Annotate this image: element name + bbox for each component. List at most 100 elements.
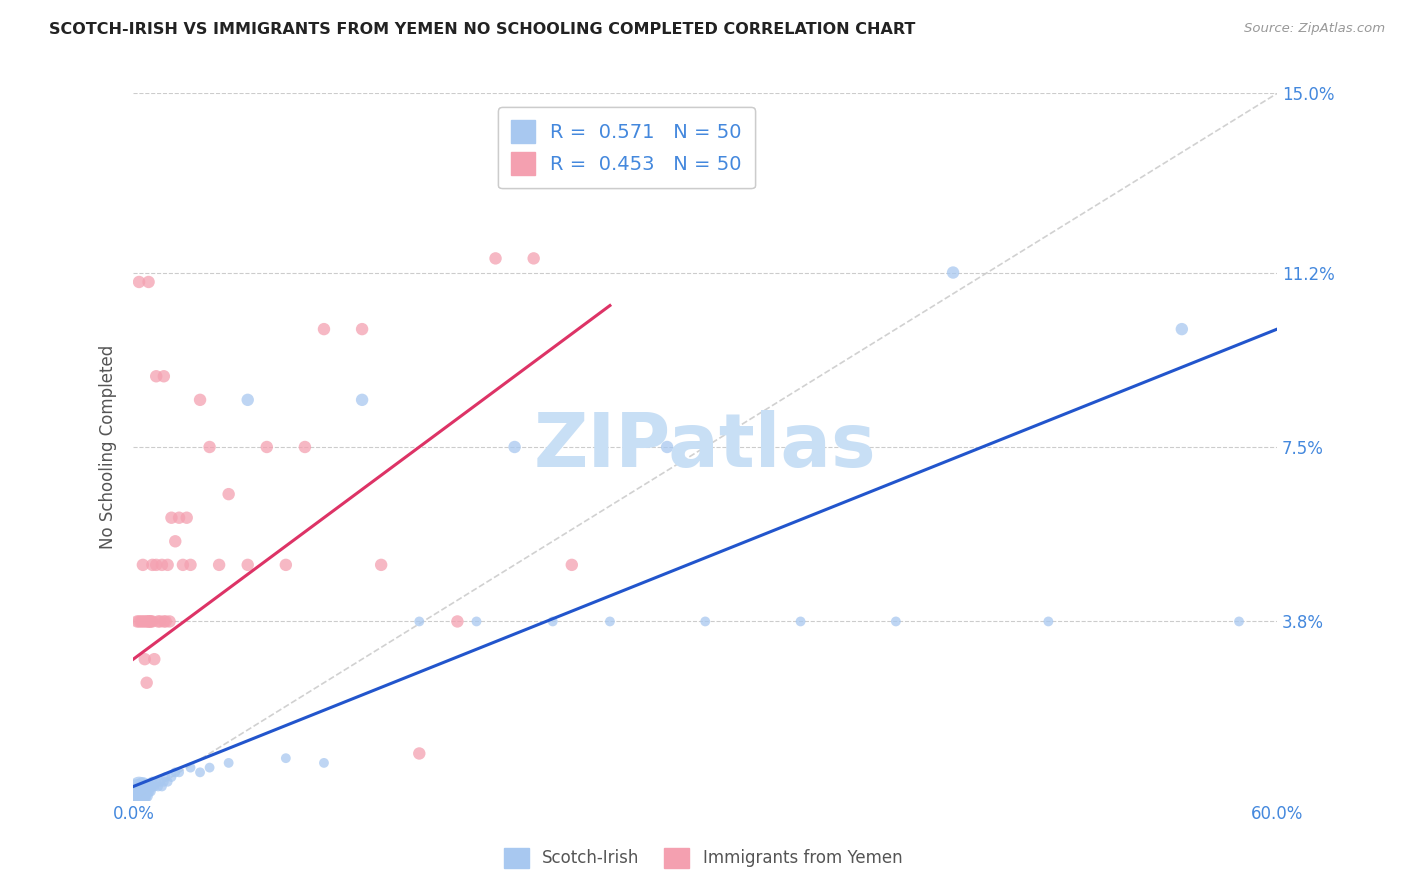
Point <box>132 784 155 798</box>
Point <box>188 765 211 780</box>
Point <box>484 252 506 266</box>
Point <box>153 369 176 384</box>
Point <box>884 615 907 629</box>
Point <box>236 558 259 572</box>
Point <box>156 774 179 789</box>
Point <box>129 789 152 803</box>
Point <box>160 510 183 524</box>
Point <box>180 558 202 572</box>
Point <box>172 558 194 572</box>
Point <box>129 784 152 798</box>
Point <box>180 761 202 775</box>
Point <box>541 615 564 629</box>
Text: SCOTCH-IRISH VS IMMIGRANTS FROM YEMEN NO SCHOOLING COMPLETED CORRELATION CHART: SCOTCH-IRISH VS IMMIGRANTS FROM YEMEN NO… <box>49 22 915 37</box>
Point <box>155 770 177 784</box>
Point <box>127 784 149 798</box>
Point <box>198 440 221 454</box>
Point <box>146 615 169 629</box>
Point <box>134 652 156 666</box>
Point <box>312 322 335 336</box>
Point <box>138 780 160 794</box>
Point <box>138 784 160 798</box>
Point <box>143 652 166 666</box>
Point <box>138 615 160 629</box>
Point <box>156 558 179 572</box>
Point <box>128 615 150 629</box>
Point <box>789 615 811 629</box>
Point <box>149 615 172 629</box>
Point <box>408 747 430 761</box>
Point <box>523 252 546 266</box>
Point <box>599 615 621 629</box>
Text: Source: ZipAtlas.com: Source: ZipAtlas.com <box>1244 22 1385 36</box>
Point <box>145 369 167 384</box>
Point <box>145 558 167 572</box>
Point <box>561 558 583 572</box>
Point <box>139 780 162 794</box>
Point <box>218 756 240 770</box>
Point <box>198 761 221 775</box>
Point <box>145 774 167 789</box>
Point <box>143 780 166 794</box>
Y-axis label: No Schooling Completed: No Schooling Completed <box>100 345 117 549</box>
Point <box>165 534 187 549</box>
Point <box>1227 615 1250 629</box>
Point <box>352 322 374 336</box>
Point <box>135 789 157 803</box>
Point <box>128 275 150 289</box>
Point <box>128 789 150 803</box>
Point <box>294 440 316 454</box>
Point <box>146 780 169 794</box>
Point <box>132 615 155 629</box>
Point <box>236 392 259 407</box>
Point <box>138 615 160 629</box>
Point <box>128 780 150 794</box>
Point <box>695 615 717 629</box>
Point <box>149 774 172 789</box>
Point <box>256 440 278 454</box>
Point <box>165 765 187 780</box>
Point <box>465 615 488 629</box>
Point <box>370 558 392 572</box>
Point <box>655 440 678 454</box>
Point <box>134 615 156 629</box>
Point <box>208 558 231 572</box>
Point <box>150 780 173 794</box>
Point <box>312 756 335 770</box>
Point <box>167 765 190 780</box>
Point <box>153 615 176 629</box>
Point <box>135 675 157 690</box>
Point <box>1171 322 1194 336</box>
Point <box>503 440 526 454</box>
Point <box>167 510 190 524</box>
Point <box>218 487 240 501</box>
Point <box>176 510 198 524</box>
Text: ZIPatlas: ZIPatlas <box>534 410 876 483</box>
Point <box>150 558 173 572</box>
Point <box>139 784 162 798</box>
Point <box>352 392 374 407</box>
Point <box>274 558 297 572</box>
Legend: Scotch-Irish, Immigrants from Yemen: Scotch-Irish, Immigrants from Yemen <box>496 841 910 875</box>
Point <box>160 770 183 784</box>
Point <box>141 774 163 789</box>
Legend: R =  0.571   N = 50, R =  0.453   N = 50: R = 0.571 N = 50, R = 0.453 N = 50 <box>498 107 755 188</box>
Point <box>127 615 149 629</box>
Point <box>153 774 176 789</box>
Point <box>141 780 163 794</box>
Point <box>134 780 156 794</box>
Point <box>1038 615 1060 629</box>
Point <box>132 558 155 572</box>
Point <box>942 266 965 280</box>
Point <box>141 558 163 572</box>
Point <box>155 615 177 629</box>
Point <box>188 392 211 407</box>
Point <box>274 751 297 765</box>
Point <box>135 615 157 629</box>
Point <box>132 789 155 803</box>
Point <box>129 615 152 629</box>
Point <box>141 615 163 629</box>
Point <box>139 615 162 629</box>
Point <box>446 615 468 629</box>
Point <box>138 275 160 289</box>
